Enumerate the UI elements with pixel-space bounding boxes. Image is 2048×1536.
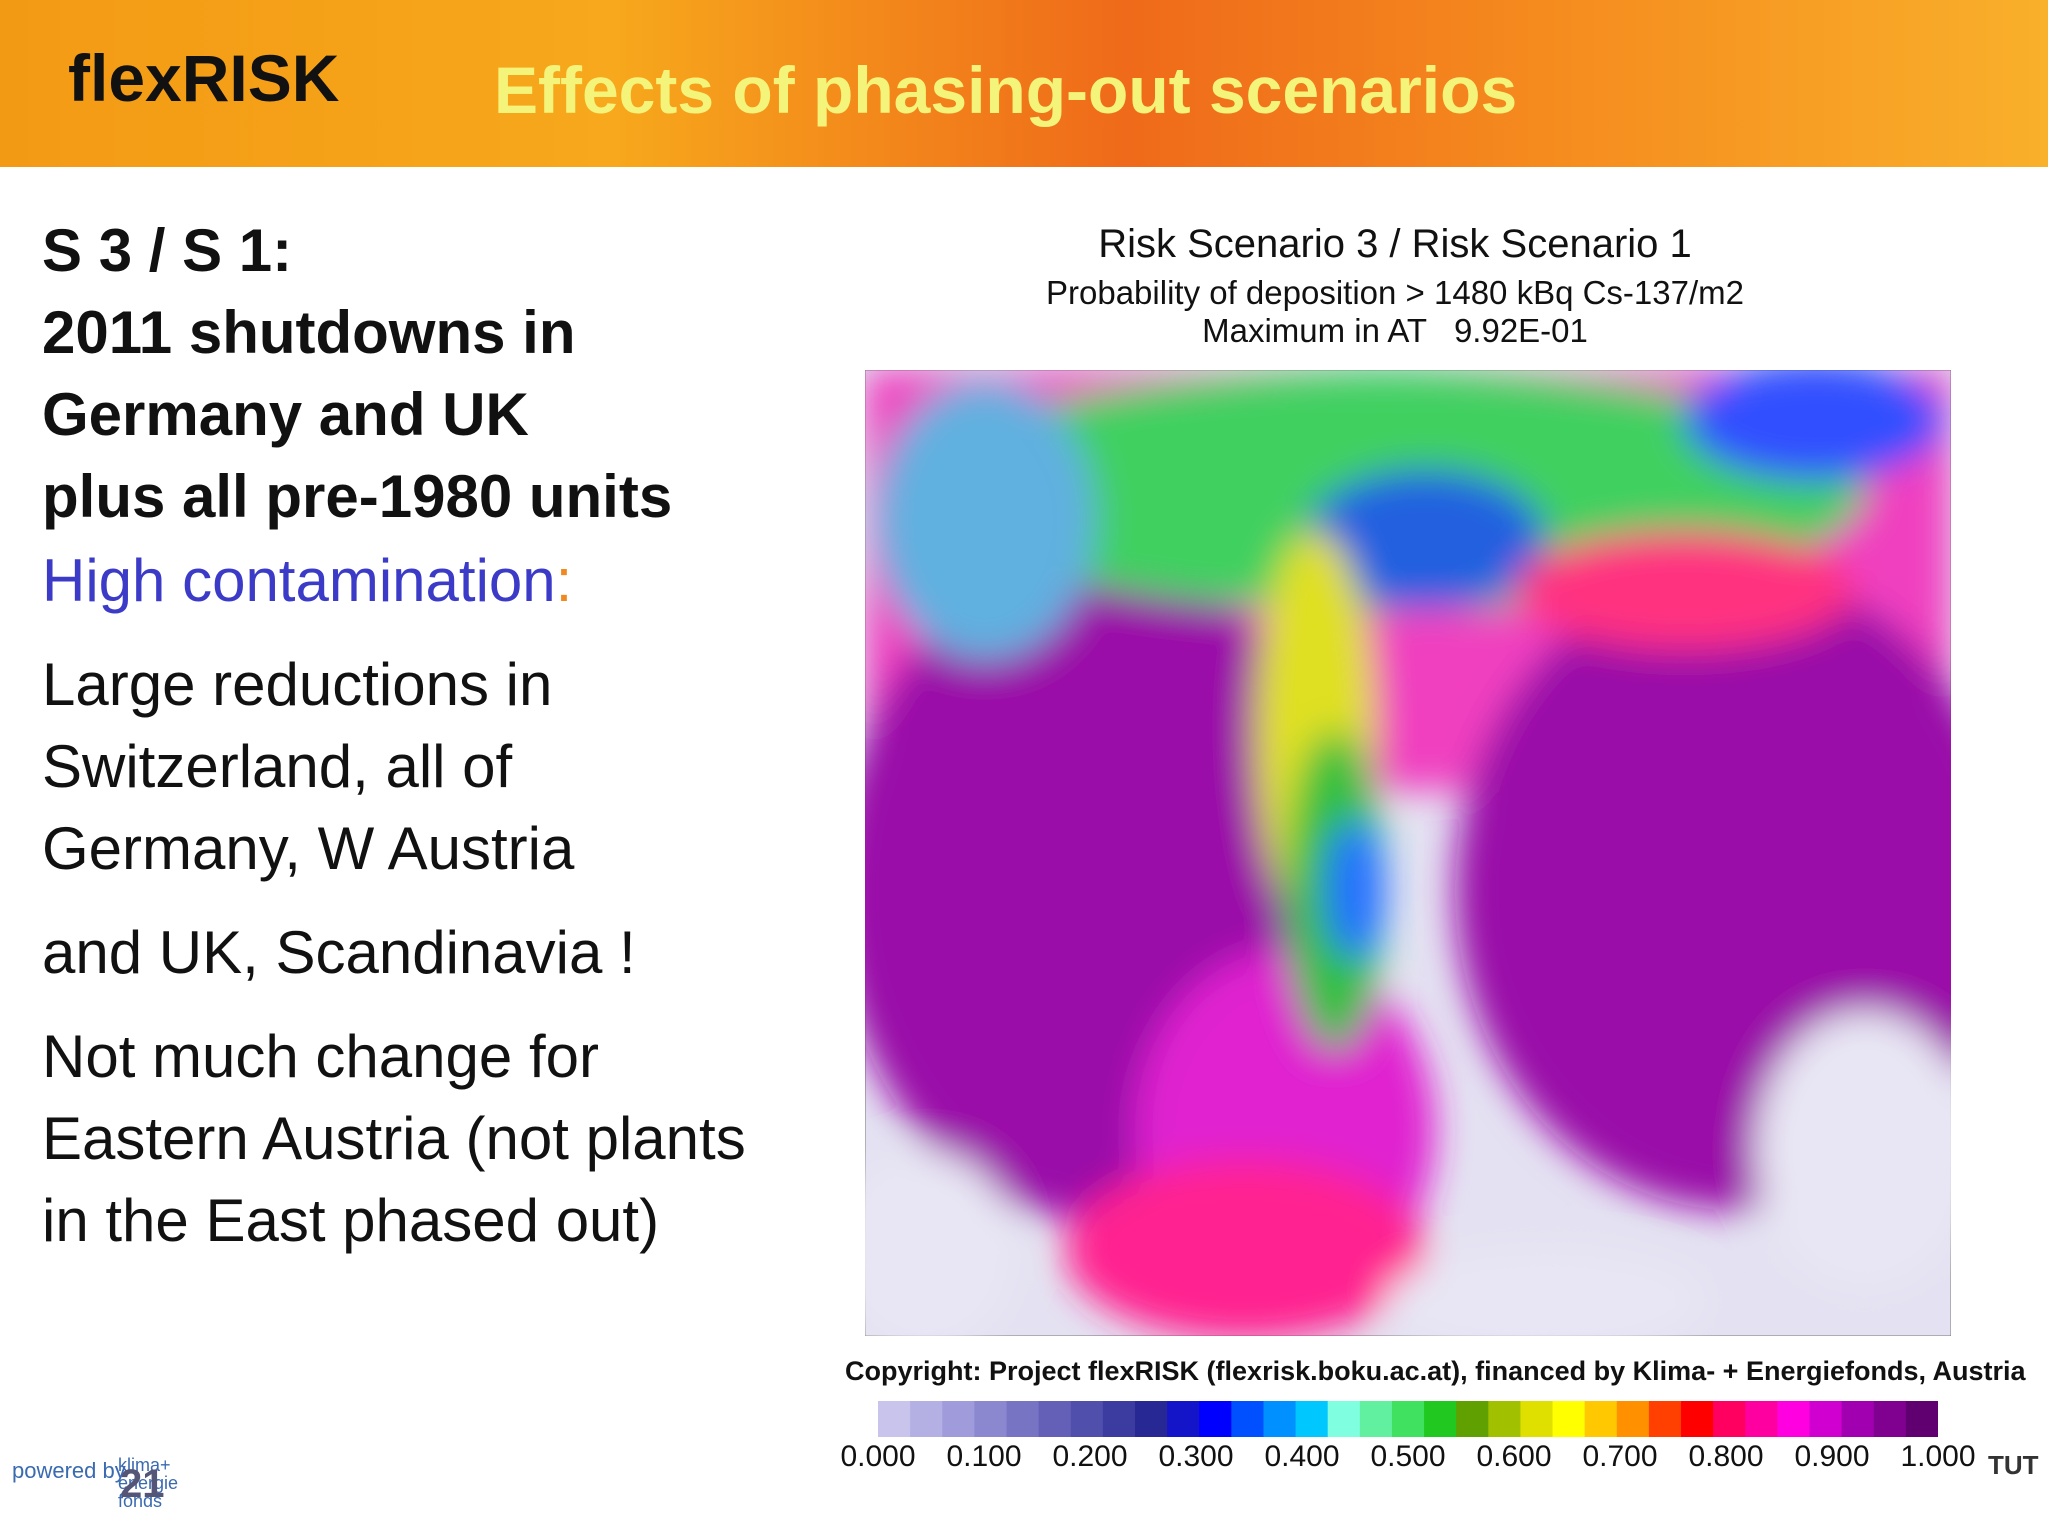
highlight-line: High contamination: [42,540,572,622]
risk-map [865,370,1951,1336]
logo: flexRISK [68,41,340,115]
colorbar-swatch [1456,1401,1489,1437]
slide-title: Effects of phasing-out scenarios [494,53,1518,127]
powered-by: powered by [12,1458,126,1483]
colorbar-swatch [1777,1401,1811,1437]
colorbar-swatch [1199,1401,1232,1437]
colorbar-swatch [1488,1401,1521,1437]
colorbar-label: 0.400 [1264,1440,1340,1473]
heading-line: 2011 shutdowns in [42,299,576,366]
colorbar-swatch [1070,1401,1104,1437]
colorbar-swatch [942,1401,975,1437]
body-line: Eastern Austria (not plants [42,1105,746,1172]
colorbar-swatch [1359,1401,1393,1437]
colorbar [878,1401,1938,1437]
map-field [865,370,1951,1336]
body-line: Germany, W Austria [42,815,575,882]
colorbar-swatch [974,1401,1007,1437]
colorbar-swatch [1616,1401,1650,1437]
colorbar-label: 0.900 [1794,1440,1870,1473]
colorbar-label: 0.600 [1476,1440,1552,1473]
body-line: and UK, Scandinavia ! [42,919,636,986]
fund-logo: klima+ energie fonds [118,1455,179,1511]
colorbar-swatch [1584,1401,1618,1437]
colorbar-swatch [1905,1401,1938,1437]
body-line: Switzerland, all of [42,733,513,800]
colorbar-swatch [1873,1401,1907,1437]
body-line: Large reductions in [42,651,553,718]
map-subtitle: Probability of deposition > 1480 kBq Cs-… [1046,274,1744,311]
page-number: 21 [120,1462,165,1506]
colorbar-swatch [1713,1401,1746,1437]
highlight: High contamination [42,547,556,614]
colorbar-label: 0.800 [1688,1440,1764,1473]
body-line: Not much change for [42,1023,599,1090]
header-bar: flexRISK Effects of phasing-out scenario… [0,0,2048,167]
colorbar-swatch [1424,1401,1457,1437]
colorbar-swatch [1327,1401,1361,1437]
map-maximum: Maximum in AT 9.92E-01 [1202,312,1588,349]
colorbar-label: 0.300 [1158,1440,1234,1473]
colorbar-swatch [1295,1401,1329,1437]
colorbar-swatch [1841,1401,1875,1437]
colorbar-swatch [1648,1401,1682,1437]
heading-line: plus all pre-1980 units [42,463,673,530]
colorbar-swatch [1006,1401,1040,1437]
colorbar-swatch [1520,1401,1554,1437]
colorbar-swatch [1167,1401,1200,1437]
colorbar-swatch [1263,1401,1297,1437]
colorbar-label: 1.000 [1900,1440,1976,1473]
colorbar-swatch [1038,1401,1072,1437]
colorbar-swatch [878,1401,911,1437]
colorbar-swatch [1134,1401,1168,1437]
colorbar-swatch [1681,1401,1714,1437]
colorbar-swatch [1809,1401,1843,1437]
colorbar-swatch [1231,1401,1264,1437]
colorbar-label: 0.500 [1370,1440,1446,1473]
colorbar-swatch [1745,1401,1778,1437]
tut-logo: TUT [1988,1450,2039,1480]
map-title: Risk Scenario 3 / Risk Scenario 1 [1098,222,1692,266]
colorbar-label: 0.000 [840,1440,916,1473]
colorbar-swatch [1102,1401,1136,1437]
colorbar-swatch [910,1401,943,1437]
heading-line: Germany and UK [42,381,529,448]
copyright: Copyright: Project flexRISK (flexrisk.bo… [845,1356,2026,1386]
colorbar-label: 0.100 [946,1440,1022,1473]
colorbar-swatch [1552,1401,1586,1437]
colorbar-label: 0.200 [1052,1440,1128,1473]
colorbar-swatch [1391,1401,1425,1437]
heading-line: S 3 / S 1: [42,217,293,284]
body-line: in the East phased out) [42,1187,660,1254]
highlight-colon: : [555,547,573,614]
colorbar-label: 0.700 [1582,1440,1658,1473]
